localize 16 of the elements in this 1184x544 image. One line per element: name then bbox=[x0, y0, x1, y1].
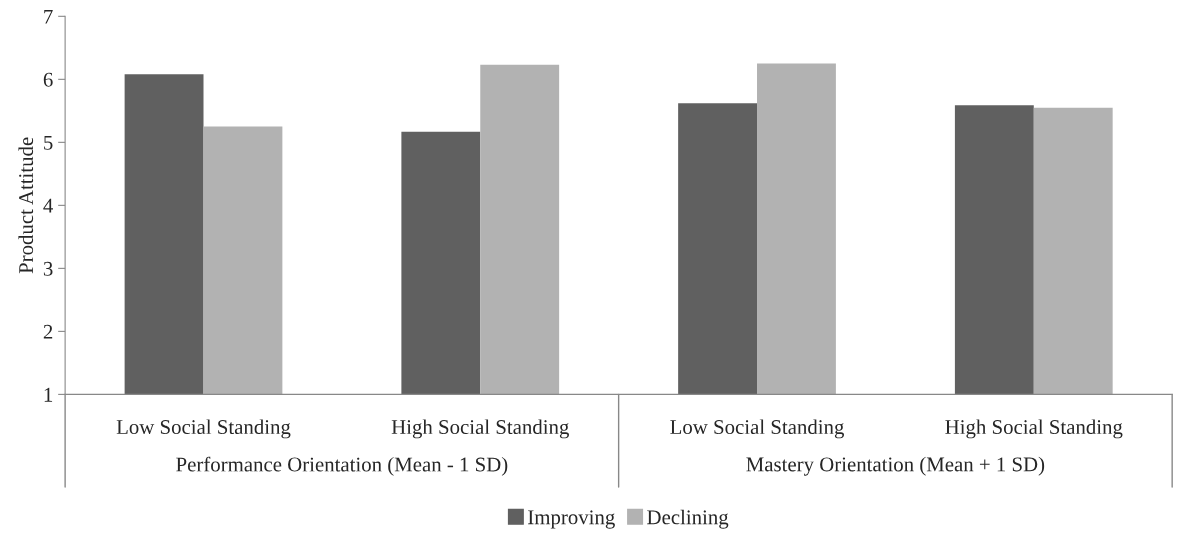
legend-label: Declining bbox=[647, 509, 729, 529]
text: Mastery Orientation (Mean + 1 SD) bbox=[746, 456, 1045, 476]
x-tick-label: Low Social Standing bbox=[116, 419, 291, 439]
y-tick-label: 5 bbox=[44, 135, 53, 150]
x-tick-label: High Social Standing bbox=[391, 419, 569, 439]
text: Performance Orientation (Mean - 1 SD) bbox=[176, 456, 508, 476]
y-tick-label: 6 bbox=[43, 72, 53, 87]
y-tick-label: 4 bbox=[43, 198, 53, 213]
legend-label: Improving bbox=[528, 510, 615, 529]
y-tick-label: 1 bbox=[44, 387, 53, 402]
y-tick-label: 3 bbox=[43, 261, 53, 276]
y-tick-label: 2 bbox=[43, 324, 53, 339]
y-axis-title: Product Attitude bbox=[18, 137, 34, 274]
y-tick-label: 7 bbox=[44, 9, 53, 24]
x-tick-label: High Social Standing bbox=[945, 419, 1123, 439]
x-tick-label: Low Social Standing bbox=[670, 419, 844, 439]
